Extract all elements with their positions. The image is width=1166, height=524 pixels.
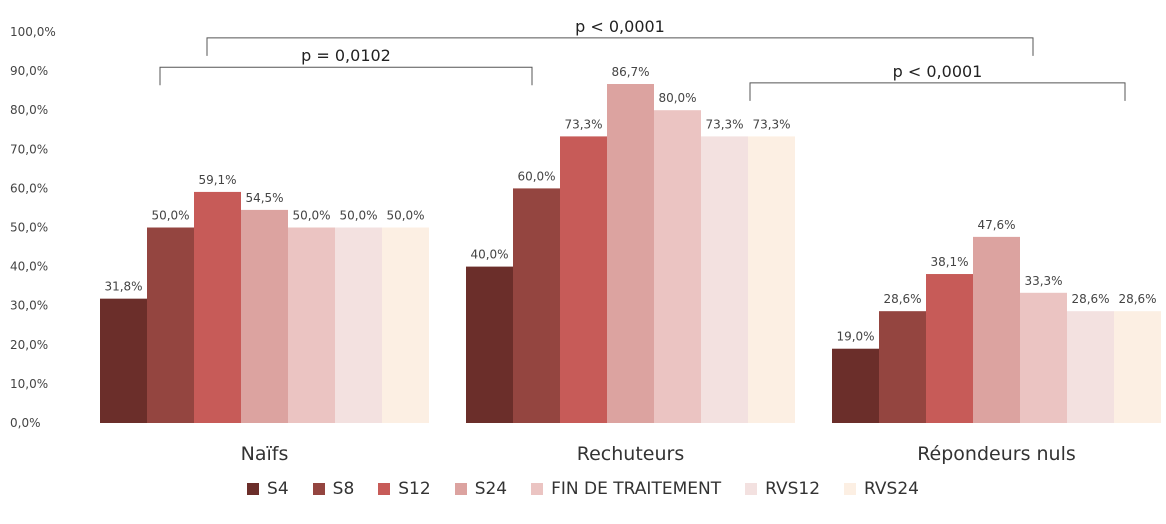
legend-item: RVS24 [844,479,919,499]
legend-item: RVS12 [745,479,820,499]
y-tick-label: 20,0% [10,338,48,352]
significance-bracket [749,82,1126,101]
data-label: 50,0% [292,209,330,223]
significance-bracket [206,37,1034,56]
y-tick-label: 100,0% [10,25,56,39]
bar [513,188,560,423]
data-label: 73,3% [705,117,743,131]
legend-item: FIN DE TRAITEMENT [531,479,721,499]
bars-group [100,84,1161,424]
legend-swatch [312,483,325,495]
data-label: 59,1% [198,173,236,187]
significance-bracket [159,66,533,86]
bar [241,209,288,423]
bar [382,227,429,423]
data-label: 50,0% [386,209,424,223]
y-tick-label: 90,0% [10,64,48,78]
bar [748,136,795,423]
legend-swatch [247,483,260,495]
bar [654,110,701,423]
data-label: 73,3% [752,117,790,131]
category-label: Répondeurs nuls [917,443,1076,465]
legend-item: S12 [378,479,431,499]
y-tick-label: 30,0% [10,299,48,313]
y-tick-label: 50,0% [10,221,48,235]
data-label: 80,0% [658,91,696,105]
bar [288,227,335,423]
data-label: 60,0% [517,169,555,183]
data-label: 28,6% [1071,292,1109,306]
data-label: 50,0% [339,209,377,223]
p-value-label: p < 0,0001 [575,17,665,36]
legend-label: FIN DE TRAITEMENT [551,479,722,499]
data-label: 47,6% [977,218,1015,232]
legend-label: S8 [332,479,355,499]
legend-label: S12 [398,479,431,499]
y-tick-label: 70,0% [10,142,48,156]
y-tick-label: 80,0% [10,103,48,117]
data-label: 28,6% [1118,292,1156,306]
y-tick-label: 0,0% [10,416,41,430]
data-label: 33,3% [1024,274,1062,288]
bar [194,191,241,423]
legend-label: S4 [267,479,289,499]
legend-item: S24 [454,479,508,499]
significance-annotations: p = 0,0102 p < 0,0001 p < 0,0001 [159,17,1126,101]
y-tick-label: 10,0% [10,377,48,391]
bar [973,236,1020,423]
y-tick-label: 60,0% [10,181,48,195]
bar [832,348,879,423]
data-label: 40,0% [470,248,508,262]
bar [1067,311,1114,423]
category-labels-group: Naïfs Rechuteurs Répondeurs nuls [241,443,1076,465]
bar [560,136,607,423]
bar [466,266,513,423]
y-axis: 0,0% 10,0% 20,0% 30,0% 40,0% 50,0% 60,0% 70,0% 8… [10,25,56,430]
legend-item: S4 [247,479,289,499]
bar [879,311,926,423]
bar [147,227,194,423]
bar [100,298,147,423]
data-label: 28,6% [883,292,921,306]
data-label: 31,8% [104,280,142,294]
p-value-label: p = 0,0102 [301,46,391,65]
legend-swatch [531,483,544,495]
bar [701,136,748,423]
data-label: 50,0% [151,209,189,223]
y-tick-label: 40,0% [10,260,48,274]
legend-swatch [844,483,857,495]
data-label: 86,7% [611,65,649,79]
legend: S4 S8 S12 S24 FIN DE TRAITEMENT RVS12 RVS24 [0,474,1166,504]
legend-label: S24 [474,479,508,499]
data-label: 38,1% [930,255,968,269]
bar [926,274,973,423]
bar-chart: 0,0% 10,0% 20,0% 30,0% 40,0% 50,0% 60,0% 70,0% 8… [10,17,1161,465]
category-label: Rechuteurs [577,443,684,465]
legend-swatch [378,483,391,495]
data-label: 19,0% [836,330,874,344]
legend-swatch [454,483,467,495]
data-label: 54,5% [245,191,283,205]
legend-item: S8 [312,479,355,499]
bar [1114,311,1161,423]
data-label: 73,3% [564,117,602,131]
legend-label: RVS24 [864,479,919,499]
legend-swatch [745,483,758,495]
bar [335,227,382,423]
category-label: Naïfs [241,443,289,465]
value-labels-group: 31,8% 50,0% 59,1% 54,5% 50,0% 50,0% 50,0% 40,0%… [104,65,1156,344]
bar [607,84,654,424]
p-value-label: p < 0,0001 [893,62,983,81]
bar [1020,292,1067,423]
legend-label: RVS12 [765,479,821,499]
